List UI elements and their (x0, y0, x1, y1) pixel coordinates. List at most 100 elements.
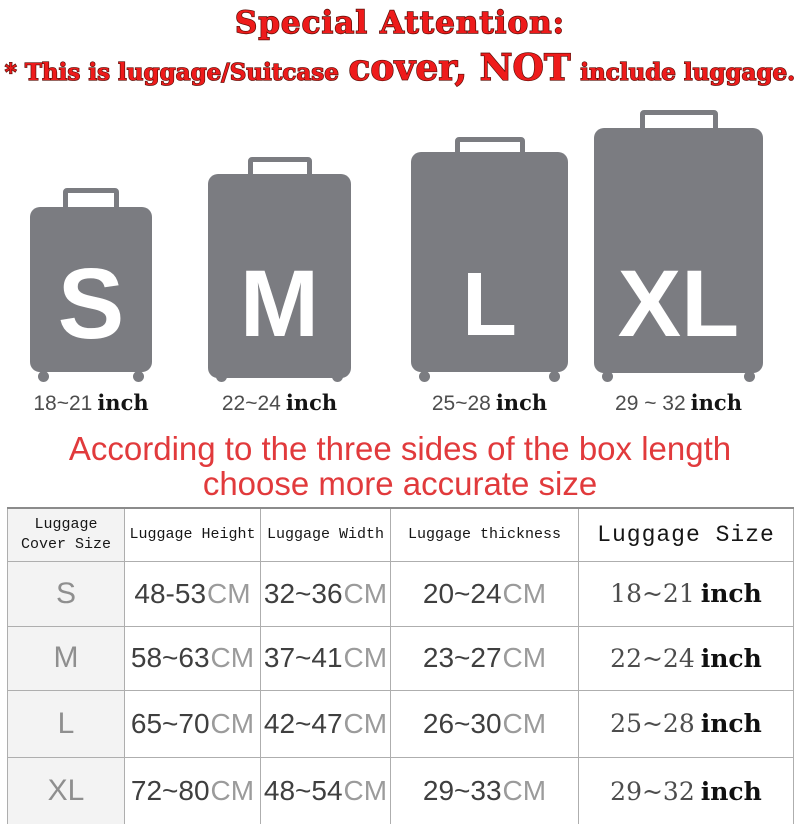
size-value: 25~28 (610, 709, 695, 738)
notice-warning-prefix: * This is luggage/Suitcase (4, 58, 339, 86)
header-luggage-width: Luggage Width (260, 507, 391, 562)
luggage-wheel-icon (549, 371, 560, 382)
size-range-label: 29 ~ 32 inch (564, 390, 793, 416)
thickness-value: 20~24 (422, 577, 502, 609)
luggage-wheel-icon (133, 371, 144, 382)
special-attention-notice: Special Attention: * This is luggage/Sui… (0, 0, 800, 89)
cell-luggage-size: 18~21 inch (578, 560, 794, 627)
size-letter: S (57, 248, 125, 360)
height-unit: CM (207, 577, 251, 609)
notice-warning-line: * This is luggage/Suitcase cover, NOT in… (0, 46, 800, 89)
cell-height: 48-53CM (124, 560, 261, 627)
height-value: 58~63 (130, 642, 210, 673)
height-value: 48-53 (134, 577, 207, 609)
height-value: 65~70 (130, 707, 210, 739)
luggage-wheel-icon (38, 371, 49, 382)
cell-thickness: 23~27CM (390, 625, 579, 691)
size-advice-text: According to the three sides of the box … (0, 431, 800, 501)
table-row-l: L 65~70CM 42~47CM 26~30CM 25~28 inch (7, 689, 794, 758)
cell-height: 72~80CM (124, 756, 261, 824)
luggage-wheel-icon (419, 371, 430, 382)
luggage-wheel-icon (602, 371, 613, 382)
luggage-figure-s: S 18~21 inch (30, 188, 152, 420)
size-range-label: 25~28 inch (381, 390, 598, 416)
thickness-value: 29~33 (422, 775, 502, 806)
notice-warning-emphasis: cover, NOT (348, 46, 572, 89)
size-range-value: 29 ~ 32 (615, 392, 686, 415)
thickness-unit: CM (502, 707, 547, 739)
luggage-body-icon (208, 174, 351, 378)
luggage-figure-xl: XL 29 ~ 32 inch (594, 110, 763, 420)
cell-cover-size: XL (7, 756, 125, 824)
header-cover-size: Luggage Cover Size (7, 507, 125, 562)
cell-thickness: 20~24CM (390, 560, 579, 627)
width-unit: CM (343, 707, 388, 739)
luggage-size-lineup: S 18~21 inch M 22~24 inch L 25~28 inch (0, 100, 800, 420)
cell-width: 32~36CM (260, 560, 391, 627)
size-value: 22~24 (610, 643, 695, 673)
size-advice-line1: According to the three sides of the box … (68, 430, 732, 467)
size-range-unit: inch (690, 390, 742, 415)
cell-cover-size: S (7, 560, 125, 627)
table-header-row: Luggage Cover Size Luggage Height Luggag… (7, 507, 794, 562)
height-unit: CM (210, 707, 255, 739)
size-advice-line2: choose more accurate size (202, 465, 598, 502)
cell-cover-size: M (7, 625, 125, 691)
luggage-figure-l: L 25~28 inch (411, 137, 568, 420)
thickness-unit: CM (502, 642, 547, 673)
cell-luggage-size: 25~28 inch (578, 689, 794, 758)
size-letter: L (462, 255, 517, 355)
cell-thickness: 26~30CM (390, 689, 579, 758)
cell-width: 37~41CM (260, 625, 391, 691)
width-value: 42~47 (263, 707, 343, 739)
size-range-value: 22~24 (221, 392, 281, 415)
size-unit: inch (700, 776, 762, 806)
luggage-body-icon (411, 152, 568, 372)
luggage-wheel-icon (744, 371, 755, 382)
size-range-unit: inch (495, 390, 548, 415)
width-value: 32~36 (263, 577, 343, 609)
cell-luggage-size: 22~24 inch (578, 625, 794, 691)
cell-width: 42~47CM (260, 689, 391, 758)
width-value: 48~54 (263, 775, 343, 806)
size-range-unit: inch (285, 390, 338, 415)
cell-height: 58~63CM (124, 625, 261, 691)
thickness-value: 23~27 (422, 642, 502, 673)
size-letter: M (239, 251, 320, 357)
height-unit: CM (210, 775, 255, 806)
table-row-s: S 48-53CM 32~36CM 20~24CM 18~21 inch (7, 560, 794, 627)
size-unit: inch (700, 709, 762, 738)
header-luggage-thickness: Luggage thickness (390, 507, 579, 562)
cell-cover-size: L (7, 689, 125, 758)
thickness-unit: CM (502, 577, 547, 609)
width-unit: CM (343, 642, 388, 673)
thickness-value: 26~30 (422, 707, 502, 739)
table-row-m: M 58~63CM 37~41CM 23~27CM 22~24 inch (7, 625, 794, 691)
table-row-xl: XL 72~80CM 48~54CM 29~33CM 29~32 inch (7, 756, 794, 824)
size-range-label: 22~24 inch (178, 390, 381, 416)
luggage-figure-m: M 22~24 inch (208, 157, 351, 420)
height-unit: CM (210, 642, 255, 673)
size-value: 29~32 (610, 776, 695, 806)
size-unit: inch (700, 643, 762, 673)
height-value: 72~80 (130, 775, 210, 806)
size-range-value: 18~21 (33, 392, 93, 415)
cell-width: 48~54CM (260, 756, 391, 824)
cell-thickness: 29~33CM (390, 756, 579, 824)
size-range-unit: inch (97, 390, 149, 415)
notice-title: Special Attention: (234, 4, 566, 41)
thickness-unit: CM (502, 775, 547, 806)
header-luggage-height: Luggage Height (124, 507, 261, 562)
header-luggage-size: Luggage Size (578, 507, 794, 562)
width-unit: CM (343, 775, 388, 806)
size-range-label: 18~21 inch (0, 390, 182, 416)
size-table: Luggage Cover Size Luggage Height Luggag… (7, 507, 794, 824)
luggage-body-icon (594, 128, 763, 373)
size-unit: inch (700, 579, 762, 608)
cell-luggage-size: 29~32 inch (578, 756, 794, 824)
notice-warning-suffix: include luggage. (580, 58, 796, 86)
size-letter: XL (617, 251, 740, 357)
size-range-value: 25~28 (431, 392, 491, 415)
luggage-body-icon (30, 207, 152, 372)
